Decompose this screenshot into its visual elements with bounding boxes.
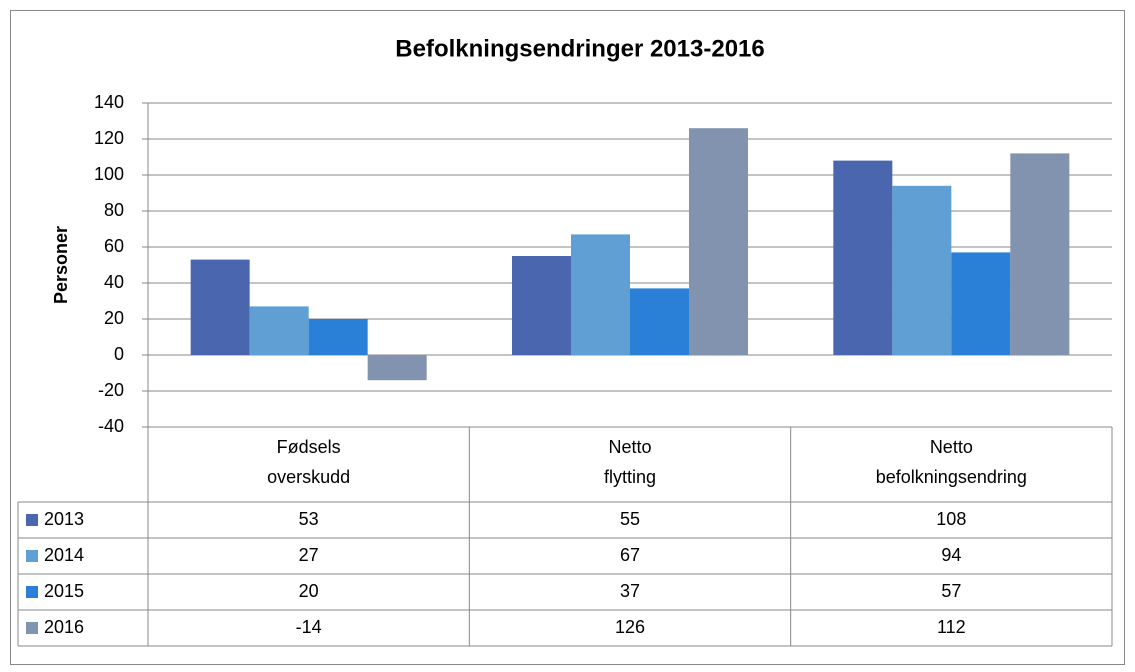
table-value: 57: [941, 581, 961, 601]
y-tick-label: 20: [104, 308, 124, 328]
legend-swatch: [26, 514, 38, 526]
bar: [308, 319, 368, 355]
y-tick-label: 60: [104, 236, 124, 256]
bar: [951, 252, 1011, 355]
category-label: Netto flytting: [603, 437, 657, 487]
table-value: -14: [296, 617, 322, 637]
y-tick-label: -40: [98, 416, 124, 436]
y-tick-label: 40: [104, 272, 124, 292]
y-tick-label: 0: [114, 344, 124, 364]
category-label: Fødsels overskudd: [267, 437, 351, 487]
y-tick-label: 120: [94, 128, 124, 148]
table-value: 112: [937, 617, 966, 637]
legend-label: 2013: [44, 509, 84, 529]
legend-label: 2016: [44, 617, 84, 637]
bar: [367, 355, 427, 381]
bar: [630, 288, 689, 355]
bar: [1010, 153, 1070, 355]
table-value: 20: [299, 581, 319, 601]
table-value: 27: [299, 545, 319, 565]
y-axis-label: Personer: [51, 226, 71, 304]
y-tick-label: 140: [94, 92, 124, 112]
bar: [249, 306, 309, 355]
legend-swatch: [26, 586, 38, 598]
legend-swatch: [26, 622, 38, 634]
bar: [689, 128, 748, 355]
y-tick-label: 80: [104, 200, 124, 220]
bar: [571, 234, 630, 355]
table-value: 55: [620, 509, 640, 529]
table-value: 108: [936, 509, 966, 529]
bar: [892, 185, 952, 355]
bar: [833, 160, 893, 355]
table-value: 94: [941, 545, 961, 565]
category-label: Netto befolkningsendring: [875, 437, 1027, 487]
y-tick-label: 100: [94, 164, 124, 184]
y-tick-label: -20: [98, 380, 124, 400]
table-value: 53: [299, 509, 319, 529]
bar: [190, 259, 250, 355]
chart-title: Befolkningsendringer 2013-2016: [395, 35, 764, 62]
legend-swatch: [26, 550, 38, 562]
bar: [512, 256, 571, 355]
table-value: 126: [615, 617, 645, 637]
table-value: 67: [620, 545, 640, 565]
legend-label: 2015: [44, 581, 84, 601]
table-value: 37: [620, 581, 640, 601]
legend-label: 2014: [44, 545, 84, 565]
